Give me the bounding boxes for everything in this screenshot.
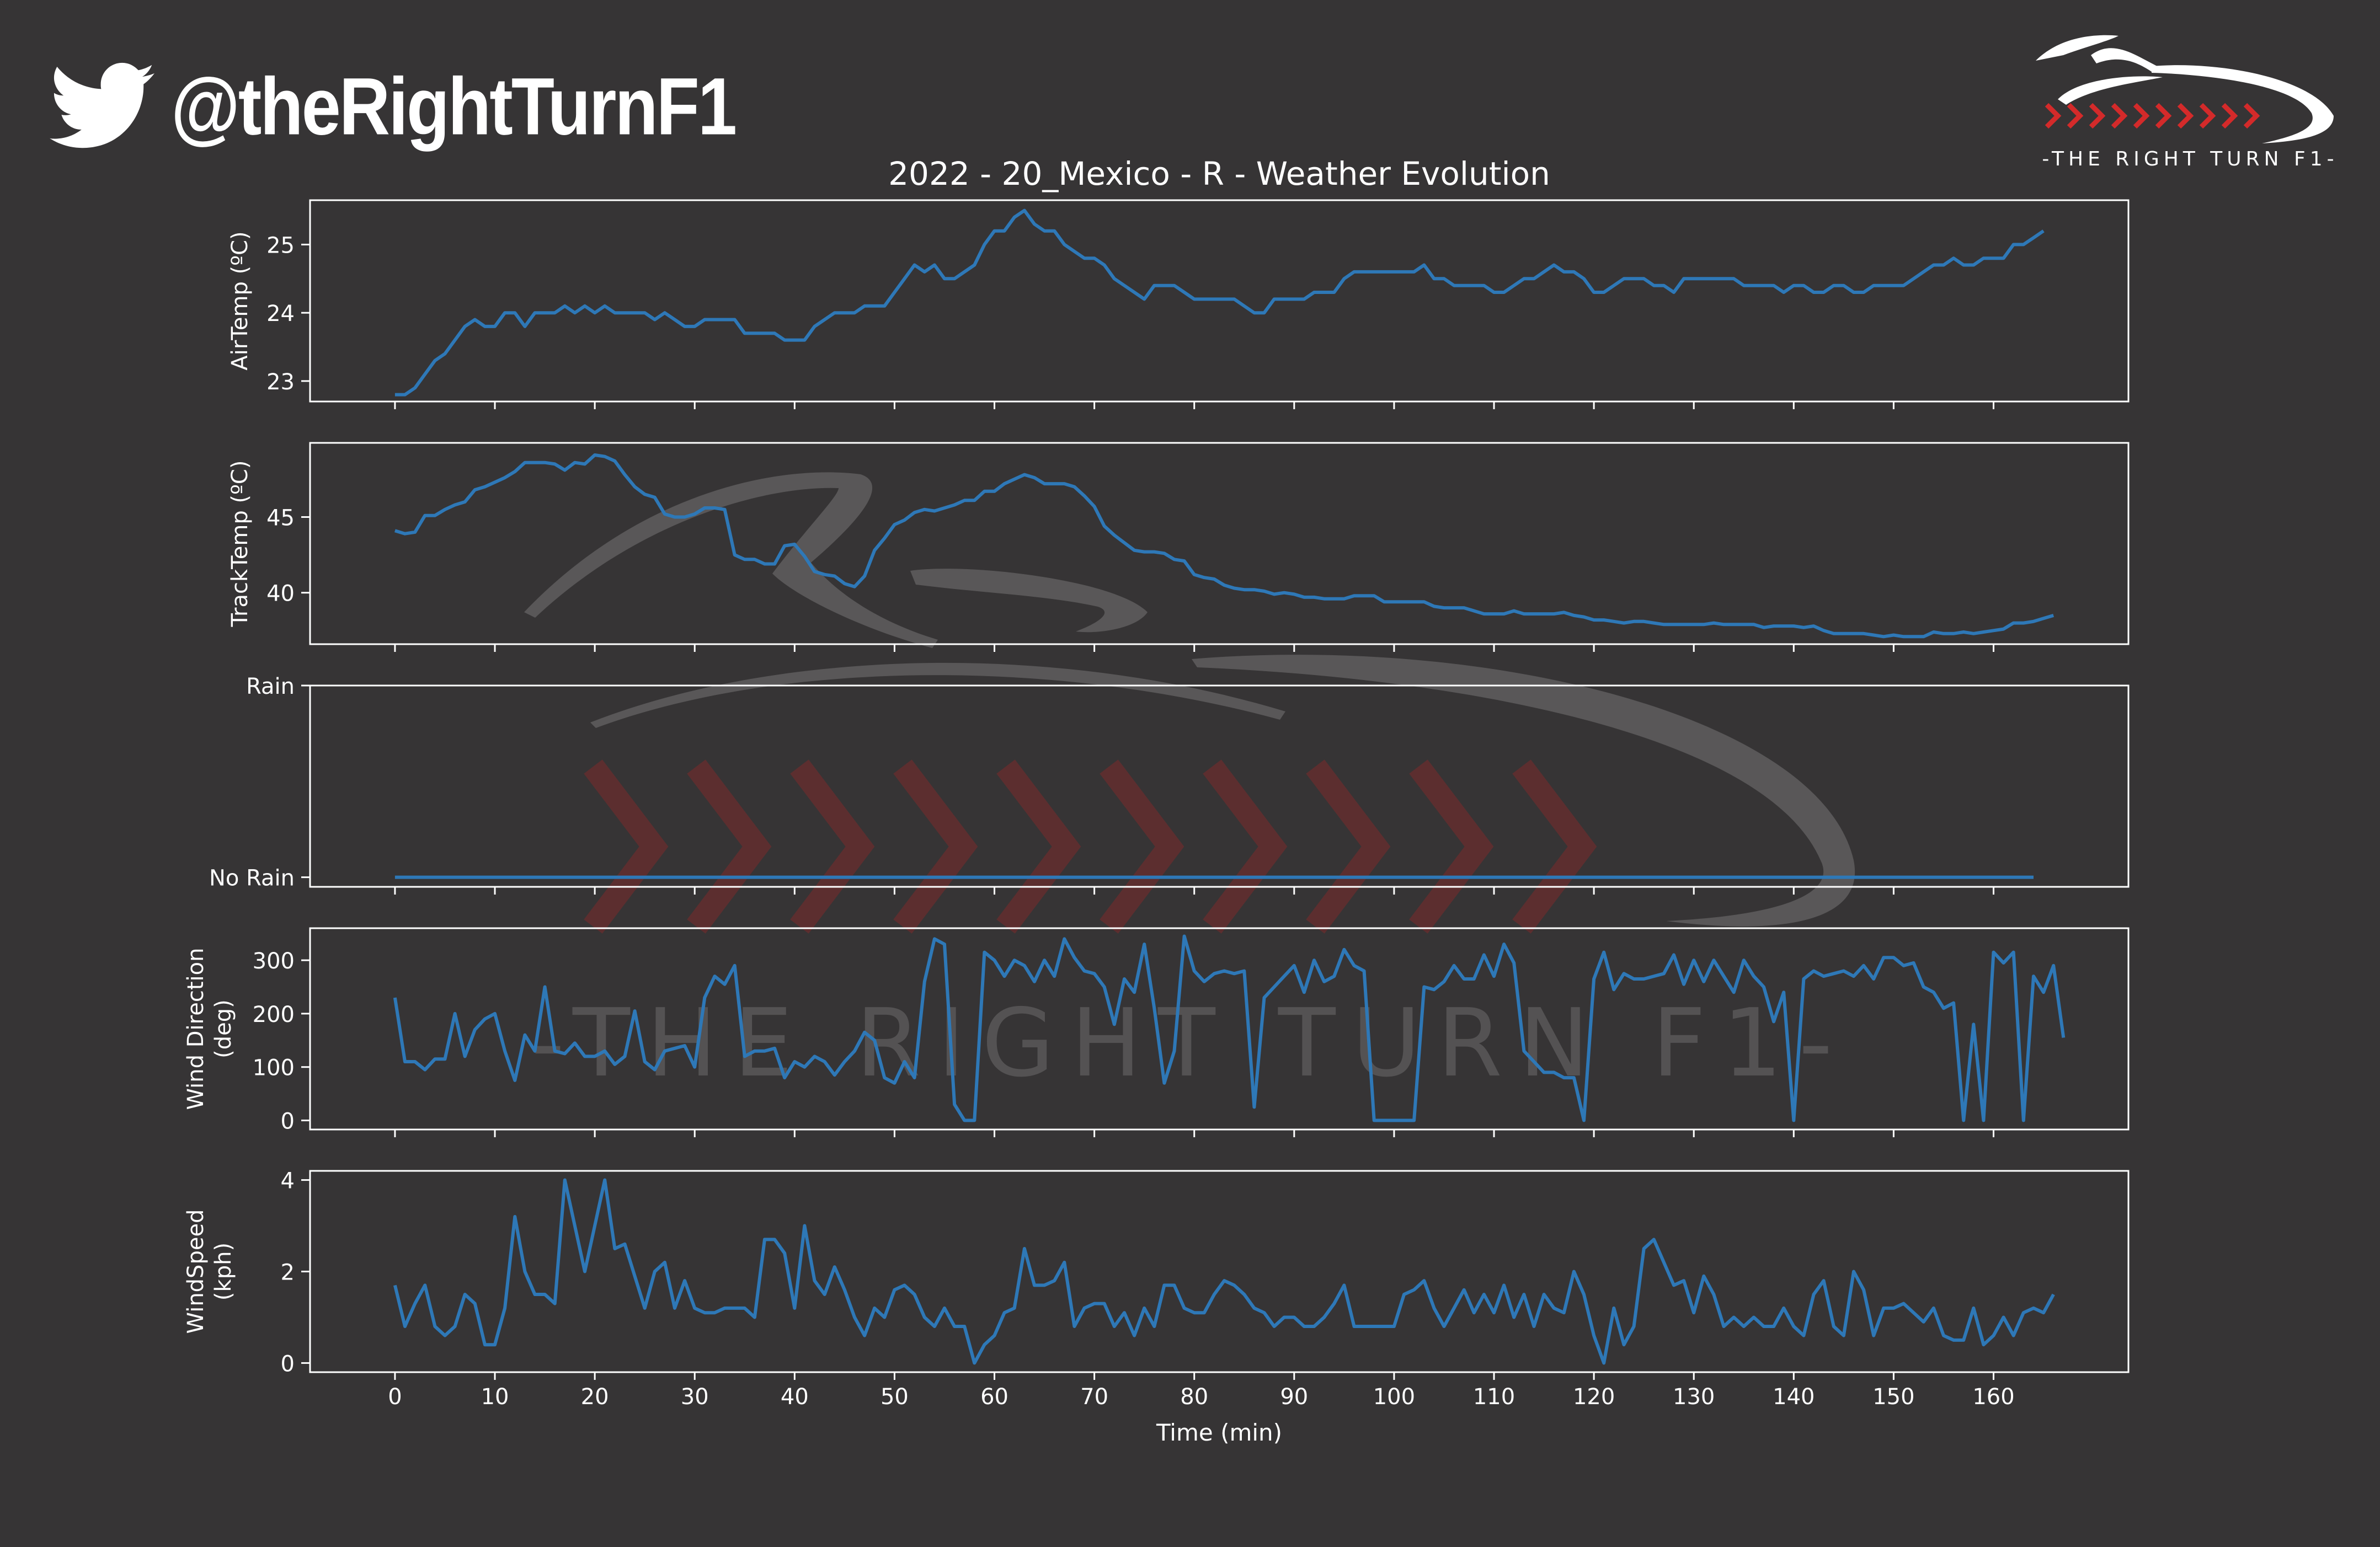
y-tick-label: 40 <box>266 581 295 607</box>
x-tick-label: 40 <box>781 1384 809 1410</box>
y-axis-label: (deg) <box>211 999 236 1058</box>
twitter-brand: @theRightTurnF1 <box>50 60 737 153</box>
x-tick-label: 10 <box>481 1384 509 1410</box>
series-line-track-temp <box>394 453 2055 639</box>
panel-wind-direction: 0 100 200 300 Wind Direction (deg) <box>183 927 2130 1137</box>
panel-frame <box>309 442 2130 645</box>
panel-wind-speed: 0 2 4 WindSpeed (kph) <box>183 1169 2130 1380</box>
y-axis-label: WindSpeed <box>183 1209 209 1334</box>
x-tick-label: 30 <box>681 1384 709 1410</box>
x-tick-label: 80 <box>1180 1384 1208 1410</box>
chart-title: 2022 - 20_Mexico - R - Weather Evolution <box>888 155 1550 192</box>
race-car-logo-icon <box>2036 35 2334 143</box>
x-tick-label: 160 <box>1972 1384 2014 1410</box>
y-tick-label: 45 <box>266 505 295 531</box>
y-tick-label: Rain <box>246 674 295 699</box>
x-tick-label: 70 <box>1080 1384 1108 1410</box>
x-tick-label: 0 <box>388 1384 402 1410</box>
panel-frame <box>309 199 2130 403</box>
x-tick-label: 90 <box>1280 1384 1308 1410</box>
x-tick-label: 120 <box>1573 1384 1615 1410</box>
panel-frame <box>309 1170 2130 1373</box>
y-tick-label: 24 <box>266 301 295 326</box>
x-tick-label: 60 <box>980 1384 1008 1410</box>
y-tick-label: 300 <box>253 949 295 974</box>
x-tick-label: 140 <box>1773 1384 1815 1410</box>
y-tick-label: 23 <box>266 370 295 395</box>
logo-text: -THE RIGHT TURN F1- <box>2042 148 2339 170</box>
y-axis-label: Wind Direction <box>183 948 209 1110</box>
panel-frame <box>309 684 2130 888</box>
y-tick-label: 0 <box>281 1109 295 1134</box>
panel-air-temp: 23 24 25 AirTemp (ºC) <box>227 199 2130 409</box>
y-tick-label: 2 <box>281 1260 295 1286</box>
x-tick-label: 20 <box>581 1384 609 1410</box>
twitter-handle: @theRightTurnF1 <box>171 61 737 152</box>
watermark-text: -THE RIGHT TURN F1- <box>531 989 1849 1098</box>
y-tick-label: No Rain <box>209 866 295 891</box>
series-line-wind-speed <box>393 1178 2055 1365</box>
y-tick-label: 100 <box>253 1056 295 1081</box>
x-tick-label: 110 <box>1473 1384 1515 1410</box>
y-tick-label: 0 <box>281 1351 295 1377</box>
panel-frame <box>309 927 2130 1131</box>
y-tick-label: 200 <box>253 1002 295 1027</box>
y-axis-label: TrackTemp (ºC) <box>227 461 253 628</box>
x-tick-label: 150 <box>1872 1384 1914 1410</box>
y-tick-label: 25 <box>266 233 295 258</box>
y-axis-label: (kph) <box>211 1243 236 1300</box>
series-line-wind-direction <box>393 934 2066 1122</box>
x-tick-label: 100 <box>1373 1384 1415 1410</box>
panel-track-temp: 40 45 TrackTemp (ºC) <box>227 442 2130 652</box>
panel-rainfall: No Rain Rain <box>209 674 2130 895</box>
y-axis-label: AirTemp (ºC) <box>227 231 253 370</box>
x-tick-label: 130 <box>1673 1384 1715 1410</box>
series-line-air-temp <box>394 208 2045 397</box>
watermark: -THE RIGHT TURN F1- <box>524 472 1855 1098</box>
x-axis-label: Time (min) <box>1156 1419 1282 1446</box>
y-tick-label: 4 <box>281 1169 295 1194</box>
x-tick-label: 50 <box>881 1384 909 1410</box>
twitter-bird-icon <box>50 62 154 148</box>
